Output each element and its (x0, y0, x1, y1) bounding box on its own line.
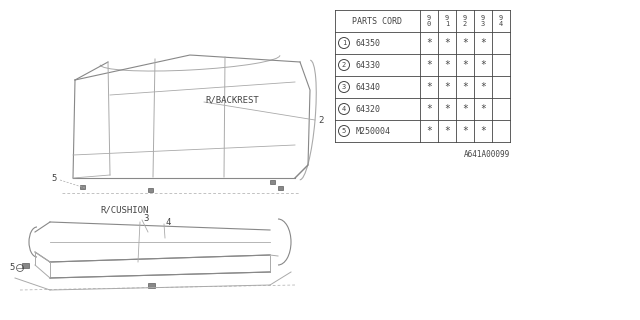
Text: *: * (462, 104, 468, 114)
Text: 3: 3 (143, 213, 148, 222)
Text: 64320: 64320 (356, 105, 381, 114)
Text: 64330: 64330 (356, 60, 381, 69)
Bar (278, 186, 283, 190)
Text: M250004: M250004 (356, 126, 391, 135)
Text: A641A00099: A641A00099 (464, 149, 510, 158)
Text: *: * (444, 104, 450, 114)
Text: 9
1: 9 1 (445, 15, 449, 27)
Text: 9
2: 9 2 (463, 15, 467, 27)
Bar (80, 185, 85, 189)
Bar (270, 180, 275, 184)
Text: 4: 4 (342, 106, 346, 112)
Text: *: * (480, 104, 486, 114)
Text: *: * (480, 126, 486, 136)
Text: *: * (462, 60, 468, 70)
Text: PARTS CORD: PARTS CORD (353, 17, 403, 26)
Text: *: * (462, 126, 468, 136)
Bar (148, 188, 153, 192)
Text: 3: 3 (342, 84, 346, 90)
Text: 9
4: 9 4 (499, 15, 503, 27)
Text: *: * (426, 126, 432, 136)
Text: 5: 5 (342, 128, 346, 134)
Text: 9
0: 9 0 (427, 15, 431, 27)
Text: *: * (426, 104, 432, 114)
Text: 64340: 64340 (356, 83, 381, 92)
Text: *: * (480, 38, 486, 48)
Text: *: * (444, 126, 450, 136)
Text: 4: 4 (165, 218, 170, 227)
Text: *: * (426, 60, 432, 70)
Text: 2: 2 (342, 62, 346, 68)
Text: R/BACKREST: R/BACKREST (205, 95, 259, 105)
Text: 9
3: 9 3 (481, 15, 485, 27)
Text: *: * (426, 38, 432, 48)
Text: *: * (462, 38, 468, 48)
Bar (148, 283, 155, 288)
Text: R/CUSHION: R/CUSHION (100, 205, 148, 214)
Text: 5: 5 (10, 263, 15, 273)
Text: 5: 5 (52, 173, 57, 182)
Text: *: * (444, 38, 450, 48)
Text: *: * (462, 82, 468, 92)
Text: 1: 1 (342, 40, 346, 46)
Text: 2: 2 (318, 116, 323, 124)
Text: *: * (480, 60, 486, 70)
Bar (22, 263, 29, 268)
Text: *: * (444, 82, 450, 92)
Text: *: * (480, 82, 486, 92)
Text: 64350: 64350 (356, 38, 381, 47)
Text: *: * (444, 60, 450, 70)
Text: *: * (426, 82, 432, 92)
